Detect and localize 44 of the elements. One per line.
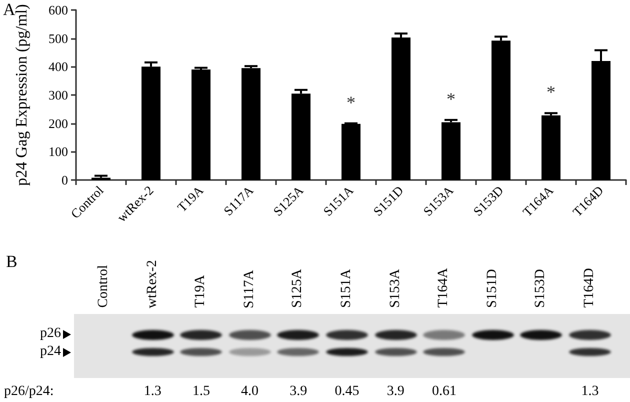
category-label: S151A — [339, 269, 355, 308]
chart-title: A — [3, 0, 16, 19]
annotation: * — [446, 88, 456, 109]
y-tick-label: 200 — [48, 116, 68, 131]
bar — [342, 124, 360, 180]
y-tick-label: 500 — [48, 30, 68, 46]
text: p24 — [40, 343, 61, 361]
y-tick-label: 300 — [48, 88, 68, 102]
text: p26/p24: — [4, 383, 54, 401]
annotation: * — [546, 82, 556, 102]
category-label: T164D — [582, 268, 598, 308]
category-label: S117A — [242, 270, 258, 308]
category-label: S153A — [388, 269, 404, 308]
category-label: S153D — [533, 269, 550, 308]
data-label: 1.5 — [191, 383, 211, 401]
bar — [492, 40, 510, 180]
y-tick-label: 100 — [48, 144, 68, 160]
bar — [242, 68, 260, 180]
bar — [542, 115, 560, 180]
bar — [392, 37, 410, 180]
data-label: 0.45 — [334, 383, 360, 401]
category-label: T19A — [193, 275, 210, 308]
data-label: 3.9 — [288, 383, 308, 401]
category-label: T164A — [436, 268, 452, 308]
y-tick-label: 600 — [48, 2, 68, 18]
bar — [192, 70, 210, 180]
data-label: 3.9 — [386, 383, 406, 401]
y-tick-label: 0 — [62, 172, 68, 188]
bar — [142, 66, 160, 180]
text: p26 — [40, 325, 61, 343]
data-label: 4.0 — [240, 383, 260, 401]
bar — [292, 94, 310, 180]
annotation: * — [346, 92, 356, 112]
data-label: 1.3 — [580, 383, 600, 401]
category-label: S125A — [290, 269, 306, 308]
category-label: wtRex-2 — [144, 260, 161, 308]
category-label: S151D — [484, 269, 501, 308]
y-tick-label: 400 — [48, 59, 68, 74]
category-label: Control — [96, 265, 112, 308]
data-label: 1.3 — [142, 383, 162, 401]
data-label: 0.61 — [430, 383, 458, 401]
bar — [442, 122, 460, 180]
y-axis-title: p24 Gag Expression (pg/ml) — [14, 4, 30, 186]
text: B — [6, 252, 18, 272]
